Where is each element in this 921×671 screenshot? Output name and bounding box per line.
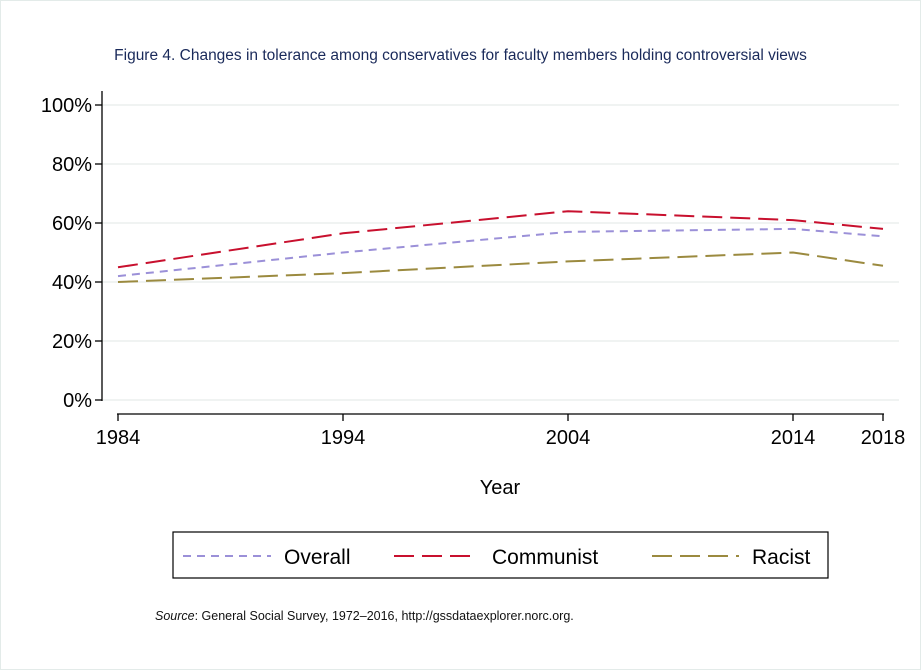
x-axis-title: Year bbox=[480, 477, 521, 499]
x-tick-label: 1994 bbox=[321, 427, 366, 449]
legend-label-overall: Overall bbox=[284, 546, 351, 569]
series-line-communist bbox=[117, 210, 884, 269]
series-lines bbox=[117, 210, 884, 283]
source-label: Source bbox=[155, 609, 195, 623]
y-tick-label: 60% bbox=[52, 213, 92, 235]
y-tick-label: 40% bbox=[52, 272, 92, 294]
chart-title: Figure 4. Changes in tolerance among con… bbox=[114, 47, 807, 64]
legend-label-communist: Communist bbox=[492, 546, 598, 569]
gridlines bbox=[102, 104, 899, 401]
y-tick-label: 100% bbox=[41, 95, 92, 117]
x-tick-label: 2004 bbox=[546, 427, 591, 449]
x-tick-label: 2014 bbox=[771, 427, 816, 449]
x-tick-label: 2018 bbox=[861, 427, 906, 449]
y-tick-label: 0% bbox=[63, 390, 92, 412]
y-tick-label: 20% bbox=[52, 331, 92, 353]
series-line-racist bbox=[117, 251, 884, 283]
legend-label-racist: Racist bbox=[752, 546, 811, 569]
series-line-overall bbox=[117, 227, 884, 278]
x-tick-label: 1984 bbox=[96, 427, 141, 449]
y-tick-label: 80% bbox=[52, 154, 92, 176]
source-note: Source: General Social Survey, 1972–2016… bbox=[155, 609, 574, 623]
source-text: : General Social Survey, 1972–2016, http… bbox=[194, 609, 574, 623]
legend: Overall Communist Racist bbox=[172, 531, 829, 579]
axes: 0% 20% 40% 60% 80% 100% 1984 1994 2004 2014 2018 bbox=[41, 91, 905, 449]
